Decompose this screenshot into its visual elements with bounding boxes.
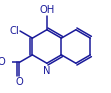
Text: N: N (43, 66, 51, 76)
Text: O: O (0, 57, 6, 67)
Text: O: O (15, 77, 23, 87)
Text: OH: OH (39, 5, 55, 15)
Text: Cl: Cl (10, 26, 19, 36)
